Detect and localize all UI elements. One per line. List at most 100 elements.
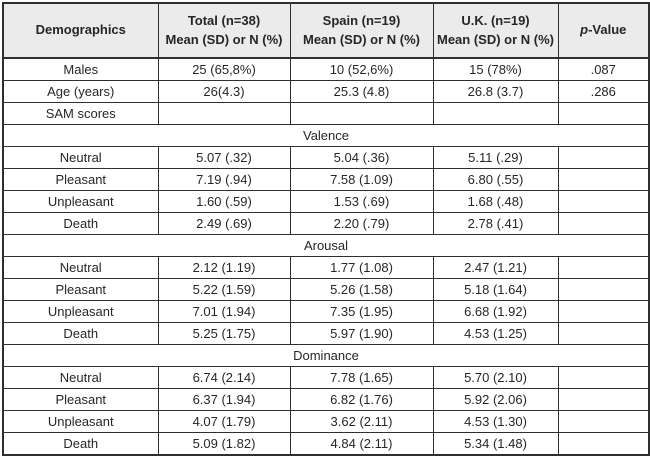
- p-value-rest: -Value: [588, 22, 627, 38]
- cell-total: 26(4.3): [157, 80, 291, 103]
- table-row-dominance-neutral: Neutral 6.74 (2.14) 7.78 (1.65) 5.70 (2.…: [2, 366, 650, 389]
- cell-p-value: [557, 168, 650, 191]
- cell-p-value: [557, 146, 650, 169]
- cell-total: 6.37 (1.94): [157, 388, 291, 411]
- p-value-italic-p: p: [580, 22, 589, 38]
- cell-uk: 2.78 (.41): [432, 212, 559, 235]
- table-row-arousal-neutral: Neutral 2.12 (1.19) 1.77 (1.08) 2.47 (1.…: [2, 256, 650, 279]
- cell-p-value: [557, 432, 650, 456]
- row-label: Neutral: [2, 146, 159, 169]
- cell-spain: 5.26 (1.58): [289, 278, 434, 301]
- row-label: Unpleasant: [2, 410, 159, 433]
- cell-uk: 4.53 (1.30): [432, 410, 559, 433]
- cell-p-value: [557, 278, 650, 301]
- section-label: Arousal: [2, 234, 650, 257]
- col-header-spain: Spain (n=19) Mean (SD) or N (%): [289, 2, 434, 59]
- cell-uk: 5.70 (2.10): [432, 366, 559, 389]
- demographics-table: Demographics Total (n=38) Mean (SD) or N…: [2, 2, 650, 456]
- cell-spain: 1.77 (1.08): [289, 256, 434, 279]
- col-header-uk-line1: U.K. (n=19): [461, 12, 530, 28]
- cell-spain: [289, 102, 434, 125]
- row-label: Unpleasant: [2, 190, 159, 213]
- section-row-dominance: Dominance: [2, 344, 650, 367]
- cell-uk: 5.11 (.29): [432, 146, 559, 169]
- row-label: Pleasant: [2, 168, 159, 191]
- cell-p-value: [557, 410, 650, 433]
- cell-spain: 6.82 (1.76): [289, 388, 434, 411]
- cell-p-value: [557, 366, 650, 389]
- cell-spain: 4.84 (2.11): [289, 432, 434, 456]
- section-label: Valence: [2, 124, 650, 147]
- cell-total: 2.12 (1.19): [157, 256, 291, 279]
- cell-p-value: .286: [557, 80, 650, 103]
- col-header-demographics: Demographics: [2, 2, 159, 59]
- header-row: Demographics Total (n=38) Mean (SD) or N…: [2, 2, 650, 59]
- col-header-total-line1: Total (n=38): [187, 12, 261, 28]
- cell-spain: 2.20 (.79): [289, 212, 434, 235]
- col-header-p-value: p-Value: [557, 2, 650, 59]
- cell-uk: 4.53 (1.25): [432, 322, 559, 345]
- row-label: Neutral: [2, 366, 159, 389]
- row-label: Pleasant: [2, 278, 159, 301]
- cell-p-value: [557, 212, 650, 235]
- table-row-valence-pleasant: Pleasant 7.19 (.94) 7.58 (1.09) 6.80 (.5…: [2, 168, 650, 191]
- cell-total: [157, 102, 291, 125]
- cell-spain: 7.78 (1.65): [289, 366, 434, 389]
- cell-spain: 25.3 (4.8): [289, 80, 434, 103]
- cell-spain: 10 (52,6%): [289, 57, 434, 81]
- row-label: SAM scores: [2, 102, 159, 125]
- cell-uk: 5.34 (1.48): [432, 432, 559, 456]
- col-header-spain-line2: Mean (SD) or N (%): [303, 31, 420, 47]
- cell-total: 2.49 (.69): [157, 212, 291, 235]
- cell-uk: [432, 102, 559, 125]
- col-header-spain-line1: Spain (n=19): [322, 12, 401, 28]
- col-header-uk-line2: Mean (SD) or N (%): [437, 31, 554, 47]
- cell-uk: 2.47 (1.21): [432, 256, 559, 279]
- table-row-arousal-pleasant: Pleasant 5.22 (1.59) 5.26 (1.58) 5.18 (1…: [2, 278, 650, 301]
- table-row-valence-neutral: Neutral 5.07 (.32) 5.04 (.36) 5.11 (.29): [2, 146, 650, 169]
- cell-total: 5.09 (1.82): [157, 432, 291, 456]
- cell-spain: 1.53 (.69): [289, 190, 434, 213]
- cell-p-value: [557, 300, 650, 323]
- row-label: Death: [2, 432, 159, 456]
- cell-total: 25 (65,8%): [157, 57, 291, 81]
- table-row-age: Age (years) 26(4.3) 25.3 (4.8) 26.8 (3.7…: [2, 80, 650, 103]
- cell-uk: 6.68 (1.92): [432, 300, 559, 323]
- table-row-dominance-death: Death 5.09 (1.82) 4.84 (2.11) 5.34 (1.48…: [2, 432, 650, 456]
- cell-p-value: [557, 322, 650, 345]
- col-header-total: Total (n=38) Mean (SD) or N (%): [157, 2, 291, 59]
- cell-total: 7.19 (.94): [157, 168, 291, 191]
- table-row-valence-death: Death 2.49 (.69) 2.20 (.79) 2.78 (.41): [2, 212, 650, 235]
- section-label: Dominance: [2, 344, 650, 367]
- col-header-demographics-label: Demographics: [35, 22, 126, 38]
- table-row-sam-scores: SAM scores: [2, 102, 650, 125]
- cell-uk: 1.68 (.48): [432, 190, 559, 213]
- cell-total: 5.25 (1.75): [157, 322, 291, 345]
- row-label: Pleasant: [2, 388, 159, 411]
- section-row-valence: Valence: [2, 124, 650, 147]
- cell-uk: 5.92 (2.06): [432, 388, 559, 411]
- cell-uk: 5.18 (1.64): [432, 278, 559, 301]
- cell-p-value: [557, 388, 650, 411]
- col-header-total-line2: Mean (SD) or N (%): [165, 31, 283, 47]
- cell-spain: 7.35 (1.95): [289, 300, 434, 323]
- table-body: Males 25 (65,8%) 10 (52,6%) 15 (78%) .08…: [2, 57, 650, 456]
- table-row-dominance-pleasant: Pleasant 6.37 (1.94) 6.82 (1.76) 5.92 (2…: [2, 388, 650, 411]
- row-label: Age (years): [2, 80, 159, 103]
- row-label: Death: [2, 212, 159, 235]
- cell-p-value: [557, 190, 650, 213]
- cell-total: 1.60 (.59): [157, 190, 291, 213]
- cell-total: 5.07 (.32): [157, 146, 291, 169]
- cell-total: 7.01 (1.94): [157, 300, 291, 323]
- cell-uk: 6.80 (.55): [432, 168, 559, 191]
- table-row-valence-unpleasant: Unpleasant 1.60 (.59) 1.53 (.69) 1.68 (.…: [2, 190, 650, 213]
- cell-uk: 26.8 (3.7): [432, 80, 559, 103]
- cell-spain: 5.97 (1.90): [289, 322, 434, 345]
- cell-spain: 5.04 (.36): [289, 146, 434, 169]
- cell-total: 4.07 (1.79): [157, 410, 291, 433]
- section-row-arousal: Arousal: [2, 234, 650, 257]
- row-label: Males: [2, 57, 159, 81]
- cell-p-value: .087: [557, 57, 650, 81]
- cell-p-value: [557, 256, 650, 279]
- row-label: Unpleasant: [2, 300, 159, 323]
